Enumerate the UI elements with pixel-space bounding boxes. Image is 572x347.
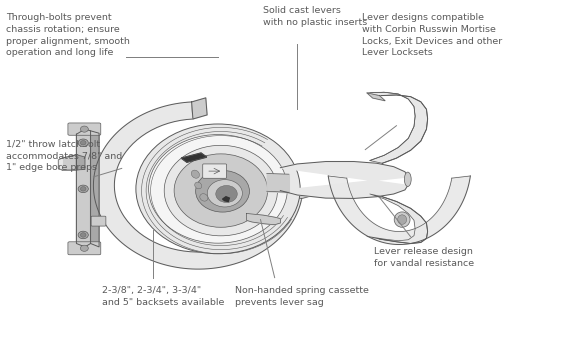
Polygon shape [62, 155, 77, 170]
Ellipse shape [174, 154, 268, 227]
Polygon shape [367, 93, 385, 101]
Ellipse shape [149, 135, 287, 243]
Ellipse shape [78, 231, 88, 239]
Text: Through-bolts prevent
chassis rotation; ensure
proper alignment, smooth
operatio: Through-bolts prevent chassis rotation; … [6, 13, 129, 57]
Polygon shape [77, 155, 85, 170]
Polygon shape [90, 131, 99, 247]
Ellipse shape [191, 170, 200, 178]
Ellipse shape [81, 245, 88, 251]
Polygon shape [247, 213, 280, 225]
FancyBboxPatch shape [91, 216, 106, 226]
FancyBboxPatch shape [202, 164, 227, 178]
Text: Non-handed spring cassette
prevents lever sag: Non-handed spring cassette prevents leve… [235, 286, 369, 307]
Ellipse shape [78, 139, 88, 146]
Polygon shape [280, 162, 408, 198]
Ellipse shape [164, 145, 277, 236]
Polygon shape [93, 102, 301, 269]
Polygon shape [367, 92, 428, 163]
Ellipse shape [81, 233, 86, 237]
Ellipse shape [81, 141, 86, 145]
Text: 1/2" throw latchbolt
accommodates 7/8" and
1" edge bore preps: 1/2" throw latchbolt accommodates 7/8" a… [6, 139, 122, 172]
Ellipse shape [216, 185, 237, 203]
Polygon shape [223, 197, 229, 202]
Polygon shape [328, 176, 470, 245]
Ellipse shape [81, 187, 86, 191]
Ellipse shape [398, 215, 407, 225]
Text: Solid cast levers
with no plastic inserts: Solid cast levers with no plastic insert… [263, 6, 368, 27]
Ellipse shape [136, 124, 300, 254]
Ellipse shape [196, 170, 249, 212]
FancyBboxPatch shape [68, 123, 101, 135]
FancyBboxPatch shape [68, 242, 101, 255]
Text: Lever designs compatible
with Corbin Russwin Mortise
Locks, Exit Devices and oth: Lever designs compatible with Corbin Rus… [363, 13, 503, 57]
Polygon shape [367, 194, 428, 244]
Polygon shape [192, 98, 207, 119]
Ellipse shape [78, 185, 88, 193]
Polygon shape [281, 193, 314, 198]
Polygon shape [77, 129, 90, 247]
Polygon shape [181, 153, 206, 162]
Ellipse shape [81, 126, 88, 132]
Ellipse shape [404, 172, 411, 186]
Ellipse shape [394, 212, 410, 227]
Ellipse shape [200, 194, 208, 201]
Polygon shape [58, 158, 62, 170]
Text: 2-3/8", 2-3/4", 3-3/4"
and 5" backsets available: 2-3/8", 2-3/4", 3-3/4" and 5" backsets a… [102, 286, 224, 307]
Text: Lever release design
for vandal resistance: Lever release design for vandal resistan… [374, 247, 474, 268]
Ellipse shape [207, 180, 243, 207]
Ellipse shape [194, 182, 202, 189]
